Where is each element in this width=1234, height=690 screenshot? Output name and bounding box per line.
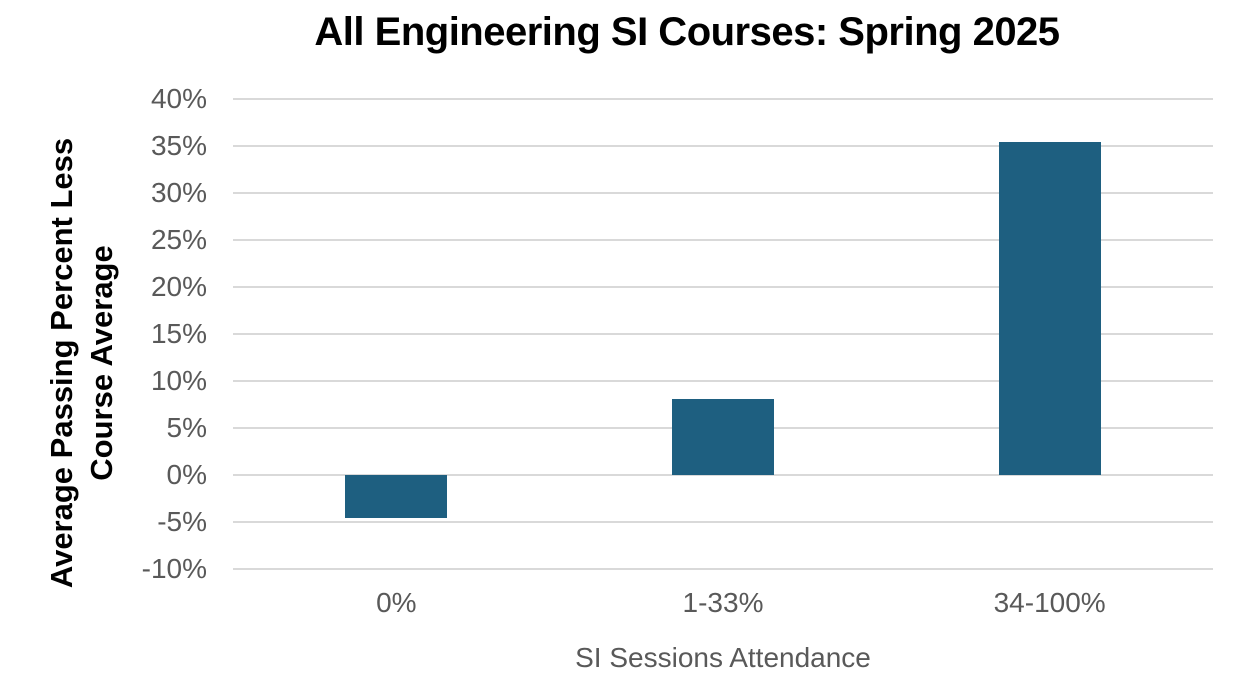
chart-title: All Engineering SI Courses: Spring 2025 xyxy=(314,10,1060,54)
gridline-10% xyxy=(233,380,1213,382)
y-tick-label-10%: 10% xyxy=(150,365,207,396)
x-tick-label-0%: 0% xyxy=(376,587,417,618)
gridline--5% xyxy=(233,521,1213,523)
bar-1-33% xyxy=(672,398,774,475)
gridline-15% xyxy=(233,333,1213,335)
bars xyxy=(233,99,1213,569)
y-axis-title-text: Average Passing Percent Less Course Aver… xyxy=(42,83,122,643)
gridline-35% xyxy=(233,145,1213,147)
y-tick-label-15%: 15% xyxy=(150,318,207,349)
gridline--10% xyxy=(233,568,1213,570)
y-tick-label-25%: 25% xyxy=(150,224,207,255)
y-tick-label-40%: 40% xyxy=(150,83,207,114)
x-axis-title: SI Sessions Attendance xyxy=(575,642,871,673)
y-tick-label-35%: 35% xyxy=(150,130,207,161)
y-tick-label-30%: 30% xyxy=(150,177,207,208)
bar-0% xyxy=(345,475,448,519)
y-tick-label--5%: -5% xyxy=(157,506,207,537)
plot-area: 40% 35% 30% 25% 20% 15% 10% 5% 0% -5% -10% 0% 1-33%… xyxy=(142,83,1213,618)
gridline-30% xyxy=(233,192,1213,194)
y-axis-title-line-2: Course Average xyxy=(84,245,119,481)
gridline-40% xyxy=(233,98,1213,100)
y-tick-label-20%: 20% xyxy=(150,271,207,302)
y-tick-label-5%: 5% xyxy=(166,412,207,443)
x-tick-label-34-100%: 34-100% xyxy=(993,587,1106,618)
gridline-25% xyxy=(233,239,1213,241)
y-axis-title-line-1: Average Passing Percent Less xyxy=(44,137,79,589)
bar-34-100% xyxy=(998,142,1101,475)
y-tick-label-0%: 0% xyxy=(166,459,207,490)
x-tick-label-1-33%: 1-33% xyxy=(682,587,764,618)
gridline-0% xyxy=(233,474,1213,476)
gridline-20% xyxy=(233,286,1213,288)
x-tick-labels: 0% 1-33% 34-100% xyxy=(233,587,1213,627)
y-tick-label--10%: -10% xyxy=(141,553,207,584)
